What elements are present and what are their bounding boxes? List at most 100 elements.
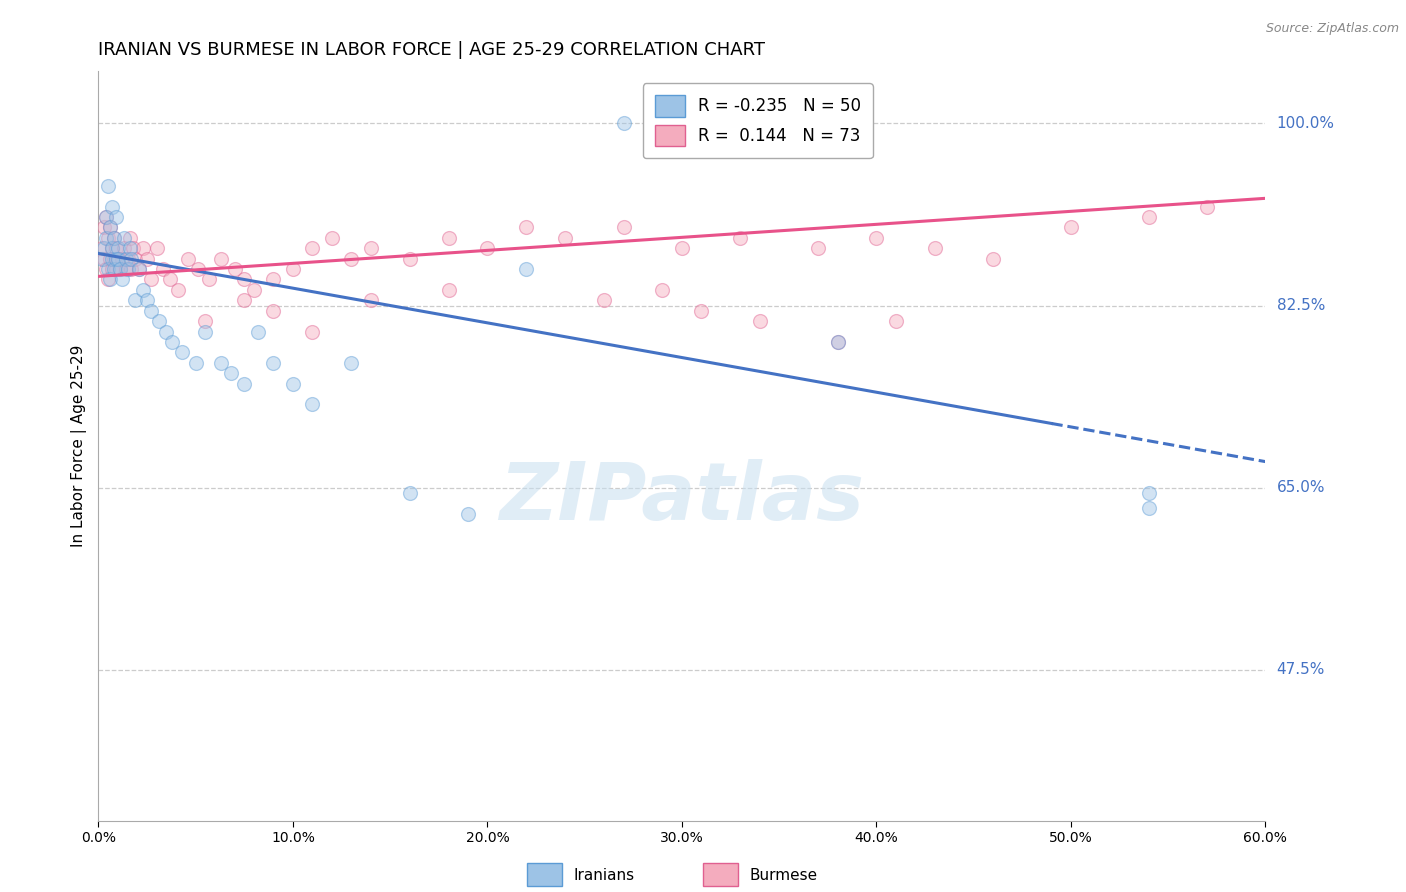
Point — [398, 252, 420, 266]
Point — [107, 241, 129, 255]
Point — [262, 356, 284, 370]
Point — [98, 272, 121, 286]
Point — [103, 262, 125, 277]
Point — [104, 241, 127, 255]
Point — [1060, 220, 1083, 235]
Point — [96, 231, 118, 245]
Point — [112, 241, 135, 255]
Point — [554, 231, 576, 245]
Point — [613, 220, 636, 235]
Point — [155, 325, 177, 339]
Point — [118, 241, 141, 255]
Point — [93, 241, 115, 255]
Point — [515, 262, 537, 277]
Point — [730, 231, 752, 245]
Point — [209, 356, 232, 370]
Point — [91, 241, 114, 255]
Point — [111, 252, 134, 266]
Text: 65.0%: 65.0% — [1277, 480, 1324, 495]
Point — [170, 345, 193, 359]
Point — [884, 314, 907, 328]
Point — [233, 376, 256, 391]
Point — [91, 252, 114, 266]
Point — [146, 241, 169, 255]
Text: IRANIAN VS BURMESE IN LABOR FORCE | AGE 25-29 CORRELATION CHART: IRANIAN VS BURMESE IN LABOR FORCE | AGE … — [98, 41, 765, 59]
Point — [301, 241, 323, 255]
Point — [209, 252, 232, 266]
Point — [103, 252, 125, 266]
Point — [104, 262, 127, 277]
Point — [139, 272, 162, 286]
Point — [101, 241, 124, 255]
Point — [219, 366, 242, 380]
Point — [924, 241, 946, 255]
Legend: R = -0.235   N = 50, R =  0.144   N = 73: R = -0.235 N = 50, R = 0.144 N = 73 — [643, 84, 873, 158]
Point — [98, 220, 121, 235]
Point — [301, 397, 323, 411]
Point — [187, 262, 209, 277]
Point — [97, 262, 120, 277]
Point — [1195, 200, 1218, 214]
Point — [112, 231, 135, 245]
Point — [281, 376, 304, 391]
Point — [152, 262, 174, 277]
Point — [360, 241, 382, 255]
Point — [651, 283, 673, 297]
Point — [122, 241, 145, 255]
Point — [98, 252, 121, 266]
Point — [128, 262, 150, 277]
Point — [865, 231, 887, 245]
Point — [98, 220, 121, 235]
Point — [340, 356, 363, 370]
Point — [243, 283, 266, 297]
Point — [93, 252, 115, 266]
Point — [360, 293, 382, 308]
Point — [159, 272, 181, 286]
Point — [107, 252, 129, 266]
Point — [101, 262, 124, 277]
Point — [96, 210, 118, 224]
Point — [139, 303, 162, 318]
Point — [117, 252, 139, 266]
Point — [233, 293, 256, 308]
Point — [198, 272, 221, 286]
Point — [101, 252, 124, 266]
Point — [97, 272, 120, 286]
Point — [162, 334, 184, 349]
Point — [103, 231, 125, 245]
Point — [108, 262, 131, 277]
Point — [121, 262, 143, 277]
Text: Source: ZipAtlas.com: Source: ZipAtlas.com — [1265, 22, 1399, 36]
Point — [194, 325, 217, 339]
Point — [246, 325, 269, 339]
Point — [981, 252, 1004, 266]
Point — [807, 241, 830, 255]
Point — [515, 220, 537, 235]
Text: Burmese: Burmese — [749, 868, 817, 882]
Point — [103, 231, 125, 245]
Point — [104, 252, 127, 266]
Y-axis label: In Labor Force | Age 25-29: In Labor Force | Age 25-29 — [72, 345, 87, 547]
Point — [671, 241, 693, 255]
Point — [477, 241, 499, 255]
Point — [321, 231, 343, 245]
Point — [613, 116, 636, 130]
Point — [136, 252, 159, 266]
Point — [593, 293, 616, 308]
Point — [111, 272, 134, 286]
Point — [96, 210, 118, 224]
Text: 47.5%: 47.5% — [1277, 662, 1324, 677]
Point — [262, 272, 284, 286]
Point — [457, 507, 479, 521]
Point — [340, 252, 363, 266]
Point — [128, 262, 150, 277]
Text: 100.0%: 100.0% — [1277, 116, 1334, 131]
Point — [132, 241, 155, 255]
Point — [118, 231, 141, 245]
Point — [262, 303, 284, 318]
Point — [1137, 501, 1160, 516]
Point — [104, 210, 127, 224]
Point — [114, 262, 136, 277]
Point — [108, 262, 131, 277]
Point — [121, 252, 143, 266]
